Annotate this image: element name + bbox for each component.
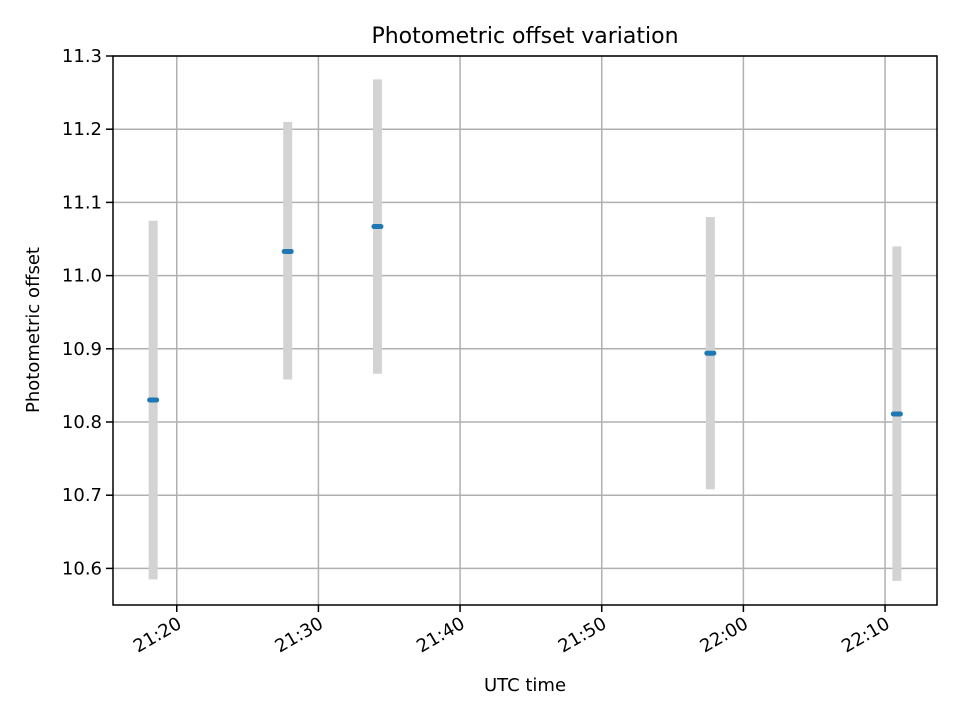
y-tick-label: 11.3: [62, 46, 102, 67]
y-axis-label: Photometric offset: [23, 247, 44, 413]
chart-title: Photometric offset variation: [371, 24, 678, 49]
y-tick-label: 10.6: [62, 558, 102, 579]
y-tick-label: 10.8: [62, 412, 102, 433]
data-points: [147, 224, 903, 417]
y-tick-label: 11.0: [62, 266, 102, 287]
y-tick-label: 10.9: [62, 339, 102, 360]
x-axis-label: UTC time: [484, 675, 566, 696]
plot-frame: [112, 55, 938, 606]
y-tick-label: 11.1: [62, 192, 102, 213]
y-tick-label: 11.2: [62, 119, 102, 140]
y-axis-ticks: 10.6 10.7 10.8 10.9 11.0 11.1 11.2 11.3: [62, 46, 113, 579]
y-tick-label: 10.7: [62, 485, 102, 506]
